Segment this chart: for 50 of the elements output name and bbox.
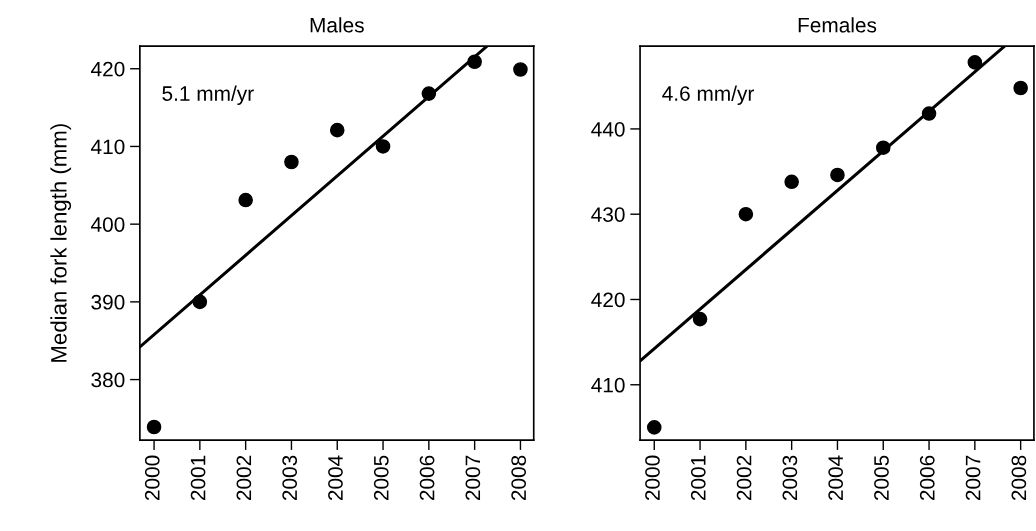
x-tick-label: 2008 xyxy=(1011,455,1027,501)
point xyxy=(192,294,208,310)
x-tick-label: 2003 xyxy=(282,455,298,501)
point xyxy=(238,192,253,208)
point xyxy=(146,419,162,435)
x-tick-label: 2001 xyxy=(190,455,206,501)
point xyxy=(513,62,528,77)
x-tick-label: 2000 xyxy=(144,455,160,501)
x-tick-label: 2007 xyxy=(965,455,981,501)
y-tick-label: 410 xyxy=(91,139,125,155)
x-tick-label: 2005 xyxy=(874,455,889,501)
point xyxy=(284,154,299,170)
y-tick-label: 400 xyxy=(91,217,125,232)
y-axis-title: Median fork length (mm) xyxy=(50,124,72,362)
y-tick-label: 440 xyxy=(591,121,625,137)
chart-title: Females xyxy=(798,17,877,33)
x-tick-label: 2006 xyxy=(919,455,935,501)
y-tick-label: 380 xyxy=(91,372,125,388)
point xyxy=(329,122,345,138)
y-tick-label: 420 xyxy=(591,292,625,308)
x-tick-label: 2008 xyxy=(511,455,527,501)
x-tick-label: 2002 xyxy=(736,455,752,501)
y-tick-label: 410 xyxy=(591,377,625,393)
point xyxy=(1013,80,1028,96)
x-tick-label: 2003 xyxy=(782,455,798,501)
x-tick-label: 2000 xyxy=(645,455,660,501)
point xyxy=(646,420,662,435)
point xyxy=(967,55,983,70)
point xyxy=(830,167,845,183)
y-tick-label: 390 xyxy=(91,294,125,310)
point xyxy=(375,139,391,154)
point xyxy=(421,86,437,101)
point xyxy=(738,206,754,222)
x-tick-label: 2004 xyxy=(828,455,844,501)
point xyxy=(467,54,482,70)
x-tick-label: 2005 xyxy=(373,455,389,501)
point xyxy=(692,311,708,327)
point xyxy=(784,174,799,190)
y-tick-label: 430 xyxy=(591,207,625,222)
annotation: 4.6 mm/yr xyxy=(662,85,754,106)
annotation: 5.1 mm/yr xyxy=(162,85,254,106)
x-tick-label: 2007 xyxy=(465,455,481,501)
chart-title: Males xyxy=(310,17,364,33)
x-tick-label: 2006 xyxy=(419,455,435,501)
x-tick-label: 2001 xyxy=(690,455,706,501)
y-tick-label: 420 xyxy=(91,61,125,77)
point xyxy=(921,106,937,121)
point xyxy=(875,140,891,155)
x-tick-label: 2002 xyxy=(236,455,252,501)
x-tick-label: 2004 xyxy=(328,455,343,501)
